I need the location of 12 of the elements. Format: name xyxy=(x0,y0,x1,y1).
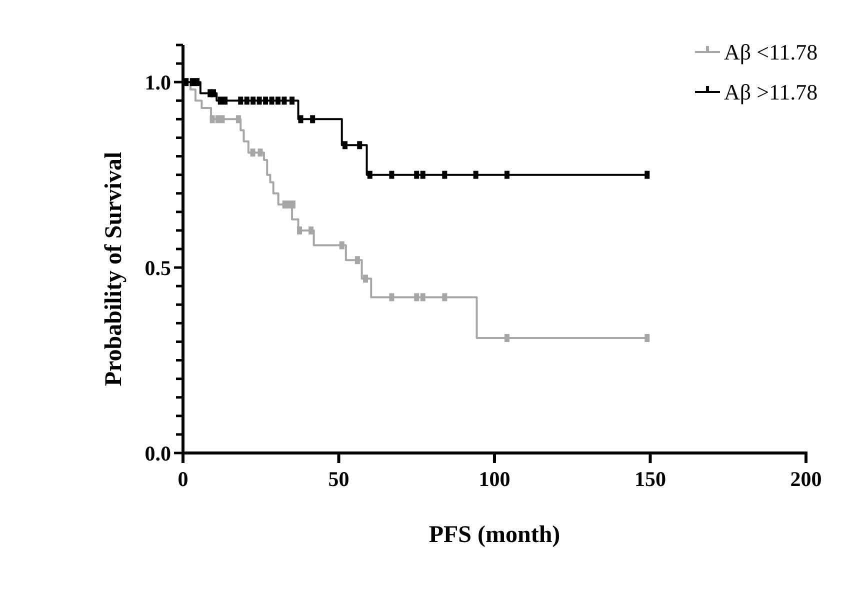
x-axis-title: PFS (month) xyxy=(428,522,560,548)
x-tick-label: 0 xyxy=(178,467,188,491)
x-tick-label: 50 xyxy=(328,467,350,491)
legend-label: Aβ >11.78 xyxy=(724,80,818,105)
x-tick-label: 200 xyxy=(790,467,822,491)
x-tick-label: 150 xyxy=(634,467,666,491)
y-tick-label: 0.5 xyxy=(144,256,171,280)
y-tick-label: 0.0 xyxy=(144,441,171,466)
y-axis-title: Probability of Survival xyxy=(101,152,127,386)
y-tick-label: 1.0 xyxy=(144,70,171,94)
legend-label: Aβ <11.78 xyxy=(724,40,818,65)
x-tick-label: 100 xyxy=(478,467,510,491)
